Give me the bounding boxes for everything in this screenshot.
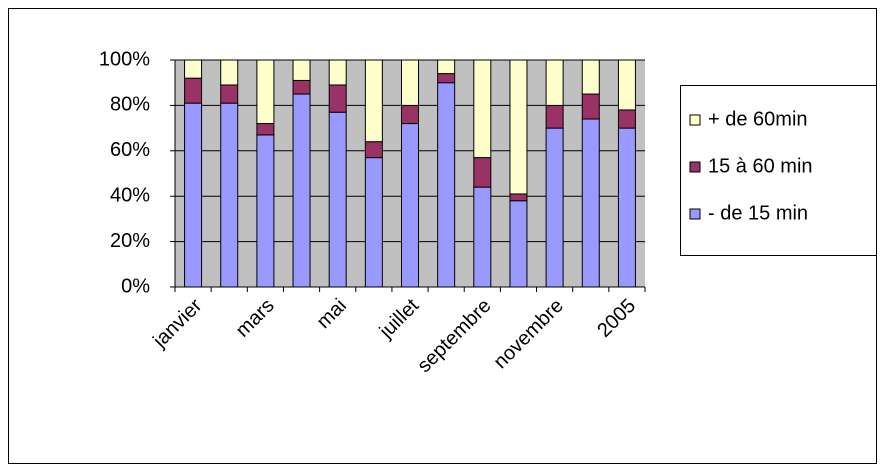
bar-segment [581, 118, 600, 288]
bar-segment [256, 59, 275, 125]
bar-segment [473, 157, 492, 188]
bar-segment [328, 111, 347, 288]
bar-segment [617, 59, 636, 111]
y-tick-label: 20% [110, 230, 150, 252]
legend-swatch [689, 208, 701, 220]
bar-segment [617, 127, 636, 288]
bar-segment [220, 59, 239, 86]
bar-segment [581, 93, 600, 120]
bar-segment [256, 134, 275, 288]
bar-segment [509, 193, 528, 202]
bar-segment [473, 186, 492, 288]
bar-segment [364, 59, 383, 143]
bar-segment [292, 59, 311, 81]
y-tick-label: 60% [110, 139, 150, 161]
bar-segment [328, 59, 347, 86]
bar-segment [545, 104, 564, 129]
bar-segment [581, 59, 600, 95]
legend-label: 15 à 60 min [708, 155, 813, 177]
y-tick-label: 100% [99, 48, 150, 70]
bar-segment [184, 77, 203, 104]
bar-segment [509, 200, 528, 288]
legend-swatch [689, 161, 701, 173]
legend-label: - de 15 min [708, 202, 808, 224]
legend-swatch [689, 114, 701, 126]
bar-segment [617, 109, 636, 129]
legend: + de 60min 15 à 60 min - de 15 min [680, 85, 877, 256]
bar-segment [401, 104, 419, 125]
bar-segment [256, 123, 275, 136]
bar-segment [401, 59, 419, 106]
bar-segment [401, 123, 419, 288]
y-tick-label: 40% [110, 184, 150, 206]
bar-segment [184, 59, 203, 79]
legend-box [680, 85, 877, 256]
bar-segment [292, 93, 311, 288]
bar-segment [437, 73, 456, 84]
bar-segment [364, 141, 383, 159]
bar-segment [545, 59, 564, 106]
bar-segment [292, 79, 311, 95]
y-tick-label: 80% [110, 94, 150, 116]
bar-segment [473, 59, 492, 159]
bar-segment [437, 82, 456, 288]
y-tick-label: 0% [121, 275, 150, 297]
bar-segment [545, 127, 564, 288]
legend-label: + de 60min [708, 108, 808, 130]
bar-segment [328, 84, 347, 113]
bar-segment [184, 102, 203, 288]
bar-segment [437, 59, 456, 75]
bar-segment [509, 59, 528, 195]
bar-segment [220, 84, 239, 104]
bar-segment [220, 102, 239, 288]
bar-segment [364, 157, 383, 288]
